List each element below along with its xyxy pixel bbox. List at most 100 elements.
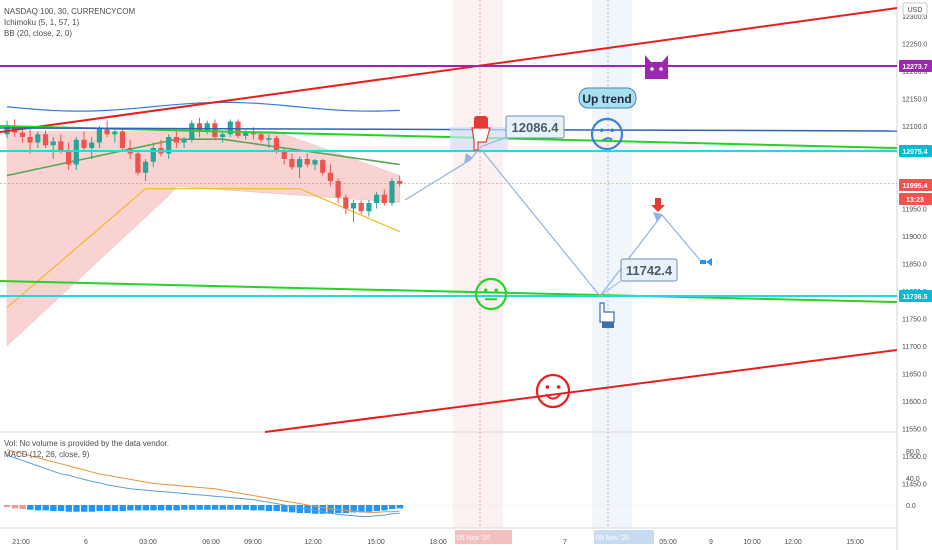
- face-outline: [474, 277, 508, 311]
- candle: [143, 159, 149, 181]
- macd-histogram-bar: [57, 505, 65, 512]
- time-tick-label: 15:00: [846, 539, 864, 546]
- price-tick-label: 11550.0: [902, 427, 927, 434]
- macd-histogram-bar: [365, 505, 373, 512]
- macd-histogram-bar: [73, 505, 80, 512]
- macd-histogram-bar: [150, 505, 157, 511]
- macd-histogram-bar: [34, 505, 42, 511]
- price-badge-text: 12075.4: [902, 149, 927, 156]
- candle: [335, 178, 341, 203]
- candle-body: [366, 203, 372, 212]
- price-badge: 11736.5: [899, 290, 932, 302]
- cat-eye: [659, 67, 663, 71]
- candle-body: [27, 137, 33, 143]
- price-badge: 11995.4: [899, 179, 932, 191]
- macd-histogram-bar: [258, 505, 265, 511]
- candle-body: [143, 161, 149, 173]
- candle: [327, 164, 333, 187]
- legend-ichimoku[interactable]: Ichimoku (5, 1, 57, 1): [4, 18, 80, 27]
- hand-finger: [471, 127, 491, 151]
- legend-vol[interactable]: Vol: No volume is provided by the data v…: [4, 439, 169, 448]
- price-tick-label: 11850.0: [902, 262, 927, 269]
- time-badge: 05 Nov '20: [455, 530, 512, 544]
- price-tick-label: 11650.0: [902, 372, 927, 379]
- candle: [196, 117, 203, 137]
- candle: [150, 142, 156, 168]
- macd-histogram-bar: [188, 505, 196, 510]
- face-eye: [494, 288, 499, 293]
- time-tick-label: 06:00: [202, 539, 220, 546]
- macd-histogram-bar: [50, 505, 57, 512]
- time-badge-bg: [455, 530, 512, 544]
- candle: [289, 153, 295, 170]
- macd-histogram-bar: [389, 505, 396, 510]
- time-badge-bg: [594, 530, 654, 544]
- candle-body: [281, 150, 287, 159]
- candle-body: [381, 194, 387, 203]
- face-eye: [610, 128, 615, 133]
- label-box: [620, 258, 678, 282]
- price-tick-label: 11750.0: [902, 317, 927, 324]
- candle-body: [266, 138, 272, 140]
- price-badge: 12075.4: [899, 145, 932, 157]
- macd-histogram-bar: [288, 505, 296, 513]
- candle: [312, 159, 318, 170]
- candle: [350, 200, 357, 223]
- label-text: 12086.4: [512, 120, 560, 135]
- macd-histogram-bar: [242, 505, 250, 510]
- candle-body: [273, 138, 280, 151]
- time-tick-label: 05:00: [659, 539, 677, 546]
- candle-body: [343, 197, 349, 209]
- price-badge: 13:23: [899, 193, 932, 205]
- legend-bb[interactable]: BB (20, close, 2, 0): [4, 29, 73, 38]
- candle: [42, 130, 49, 148]
- candle: [181, 137, 187, 148]
- time-tick-label: 10:00: [743, 539, 761, 546]
- bb-basis: [6, 138, 400, 177]
- macd-histogram-bar: [381, 505, 388, 511]
- candle-body: [173, 137, 179, 143]
- macd-histogram-bar: [196, 505, 203, 510]
- price-badge-bg: [899, 193, 932, 205]
- macd-histogram-bar: [119, 505, 126, 512]
- time-badge-text: 05 Nov '20: [457, 535, 490, 542]
- candle-body: [89, 142, 95, 148]
- hand-cuff: [474, 116, 488, 130]
- macd-histogram-bar: [219, 505, 226, 510]
- label-text: 11742.4: [626, 263, 673, 278]
- candle-body: [19, 132, 25, 137]
- label-box: [505, 115, 565, 139]
- time-tick-label: 03:00: [139, 539, 157, 546]
- macd-histogram-bar: [350, 505, 357, 513]
- macd-histogram-bar: [204, 505, 211, 510]
- candle: [266, 134, 272, 148]
- candle-body: [42, 134, 49, 146]
- candle: [89, 137, 95, 159]
- time-tick-label: 15:00: [367, 539, 385, 546]
- thinking-face-icon: [590, 117, 624, 151]
- candle: [243, 128, 249, 140]
- legend-macd[interactable]: MACD (12, 26, close, 9): [4, 450, 90, 459]
- candle-body: [350, 203, 357, 209]
- face-eye: [599, 128, 604, 133]
- candle: [389, 178, 395, 206]
- trendline-lower-red: [264, 349, 898, 433]
- up-trend-callout: Up trend: [578, 87, 637, 109]
- projection-arrowhead: [464, 153, 473, 164]
- price-tick-label: 12300.0: [902, 14, 927, 21]
- candle-body: [119, 131, 126, 148]
- price-badge-bg: [899, 145, 932, 157]
- macd-histogram-bar: [281, 505, 288, 512]
- legend-title: NASDAQ 100, 30, CURRENCYCOM: [4, 7, 136, 16]
- macd-histogram-bar: [42, 505, 49, 511]
- candle: [358, 200, 364, 214]
- macd-histogram-bar: [11, 505, 19, 509]
- candle-body: [4, 124, 10, 135]
- label-connector: [599, 279, 623, 297]
- candle-body: [243, 131, 249, 136]
- macd-histogram-bar: [273, 505, 280, 512]
- trendline-lower-green: [0, 280, 898, 303]
- hand-pointing-up-icon: [599, 302, 615, 328]
- candle: [381, 189, 387, 206]
